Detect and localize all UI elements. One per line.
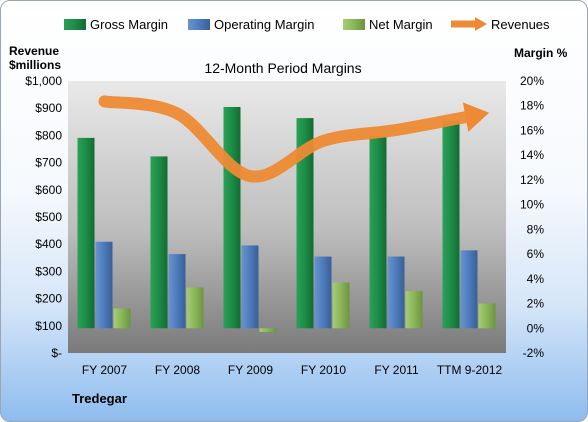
left-tick-label: $400 — [35, 237, 62, 251]
legend-swatch-net-margin — [343, 19, 365, 30]
bar-gross-margin — [296, 118, 314, 329]
revenue-arrowhead — [462, 102, 490, 132]
left-tick-label: $1,000 — [25, 74, 62, 88]
x-tick-label: FY 2010 — [301, 363, 346, 377]
x-tick-label: FY 2011 — [374, 363, 419, 377]
bar-operating-margin — [460, 250, 478, 329]
right-tick-label: 8% — [527, 222, 545, 236]
bar-gross-margin — [223, 106, 241, 329]
bar-gross-margin — [442, 120, 460, 329]
left-tick-label: $900 — [35, 101, 62, 115]
left-tick-label: $500 — [35, 210, 62, 224]
bar-operating-margin — [168, 254, 186, 329]
revenue-line — [98, 95, 476, 183]
legend: Gross Margin Operating Margin Net Margin… — [64, 17, 550, 32]
left-tick-label: $600 — [35, 183, 62, 197]
left-tick-label: $700 — [35, 156, 62, 170]
right-axis-title: Margin % — [514, 46, 568, 60]
bar-net-margin — [405, 291, 423, 329]
legend-swatch-operating-margin — [188, 19, 210, 30]
bar-net-margin — [186, 287, 204, 329]
right-tick-label: 14% — [520, 148, 544, 162]
bar-net-margin — [478, 303, 496, 329]
left-axis-title-line2: $millions — [9, 58, 61, 72]
x-tick-label: TTM 9-2012 — [437, 363, 503, 377]
right-tick-label: 18% — [520, 99, 544, 113]
left-tick-label: $- — [51, 346, 62, 360]
bar-operating-margin — [95, 241, 113, 329]
bar-net-margin — [113, 308, 131, 329]
chart-title: 12-Month Period Margins — [204, 60, 361, 76]
left-axis-ticks: $- $100 $200 $300 $400 $500 $600 $700 $800 $900 $1… — [25, 74, 62, 360]
right-tick-label: 20% — [520, 74, 544, 88]
legend-label-operating-margin: Operating Margin — [214, 17, 314, 32]
left-tick-label: $800 — [35, 128, 62, 142]
bar-gross-margin — [369, 136, 387, 329]
legend-label-gross-margin: Gross Margin — [90, 17, 168, 32]
x-axis-ticks: FY 2007 FY 2008 FY 2009 FY 2010 FY 2011 TTM 9… — [82, 363, 503, 377]
right-tick-label: 6% — [527, 247, 545, 261]
bars-layer — [77, 106, 496, 332]
bar-gross-margin — [77, 137, 95, 329]
legend-arrowhead-revenues — [475, 17, 487, 31]
bar-net-margin — [259, 328, 277, 332]
bar-net-margin — [332, 282, 350, 329]
left-tick-label: $200 — [35, 292, 62, 306]
left-tick-label: $300 — [35, 264, 62, 278]
revenue-line-layer — [98, 95, 490, 183]
legend-swatch-gross-margin — [64, 19, 86, 30]
bar-gross-margin — [150, 156, 168, 329]
right-tick-label: 16% — [520, 123, 544, 137]
bar-operating-margin — [314, 256, 332, 329]
legend-label-net-margin: Net Margin — [369, 17, 433, 32]
company-name: Tredegar — [72, 391, 127, 406]
x-tick-label: FY 2007 — [82, 363, 127, 377]
right-tick-label: -2% — [523, 346, 545, 360]
x-tick-label: FY 2009 — [228, 363, 273, 377]
right-tick-label: 2% — [527, 297, 545, 311]
right-tick-label: 10% — [520, 198, 544, 212]
left-tick-label: $100 — [35, 319, 62, 333]
bar-operating-margin — [241, 245, 259, 329]
legend-label-revenues: Revenues — [491, 17, 550, 32]
right-axis-ticks: -2% 0% 2% 4% 6% 8% 10% 12% 14% 16% 18% 20% — [520, 74, 544, 360]
bar-operating-margin — [387, 256, 405, 329]
left-axis-title-line1: Revenue — [9, 44, 59, 58]
right-tick-label: 12% — [520, 173, 544, 187]
right-tick-label: 4% — [527, 272, 545, 286]
right-tick-label: 0% — [527, 321, 545, 335]
x-tick-label: FY 2008 — [155, 363, 200, 377]
